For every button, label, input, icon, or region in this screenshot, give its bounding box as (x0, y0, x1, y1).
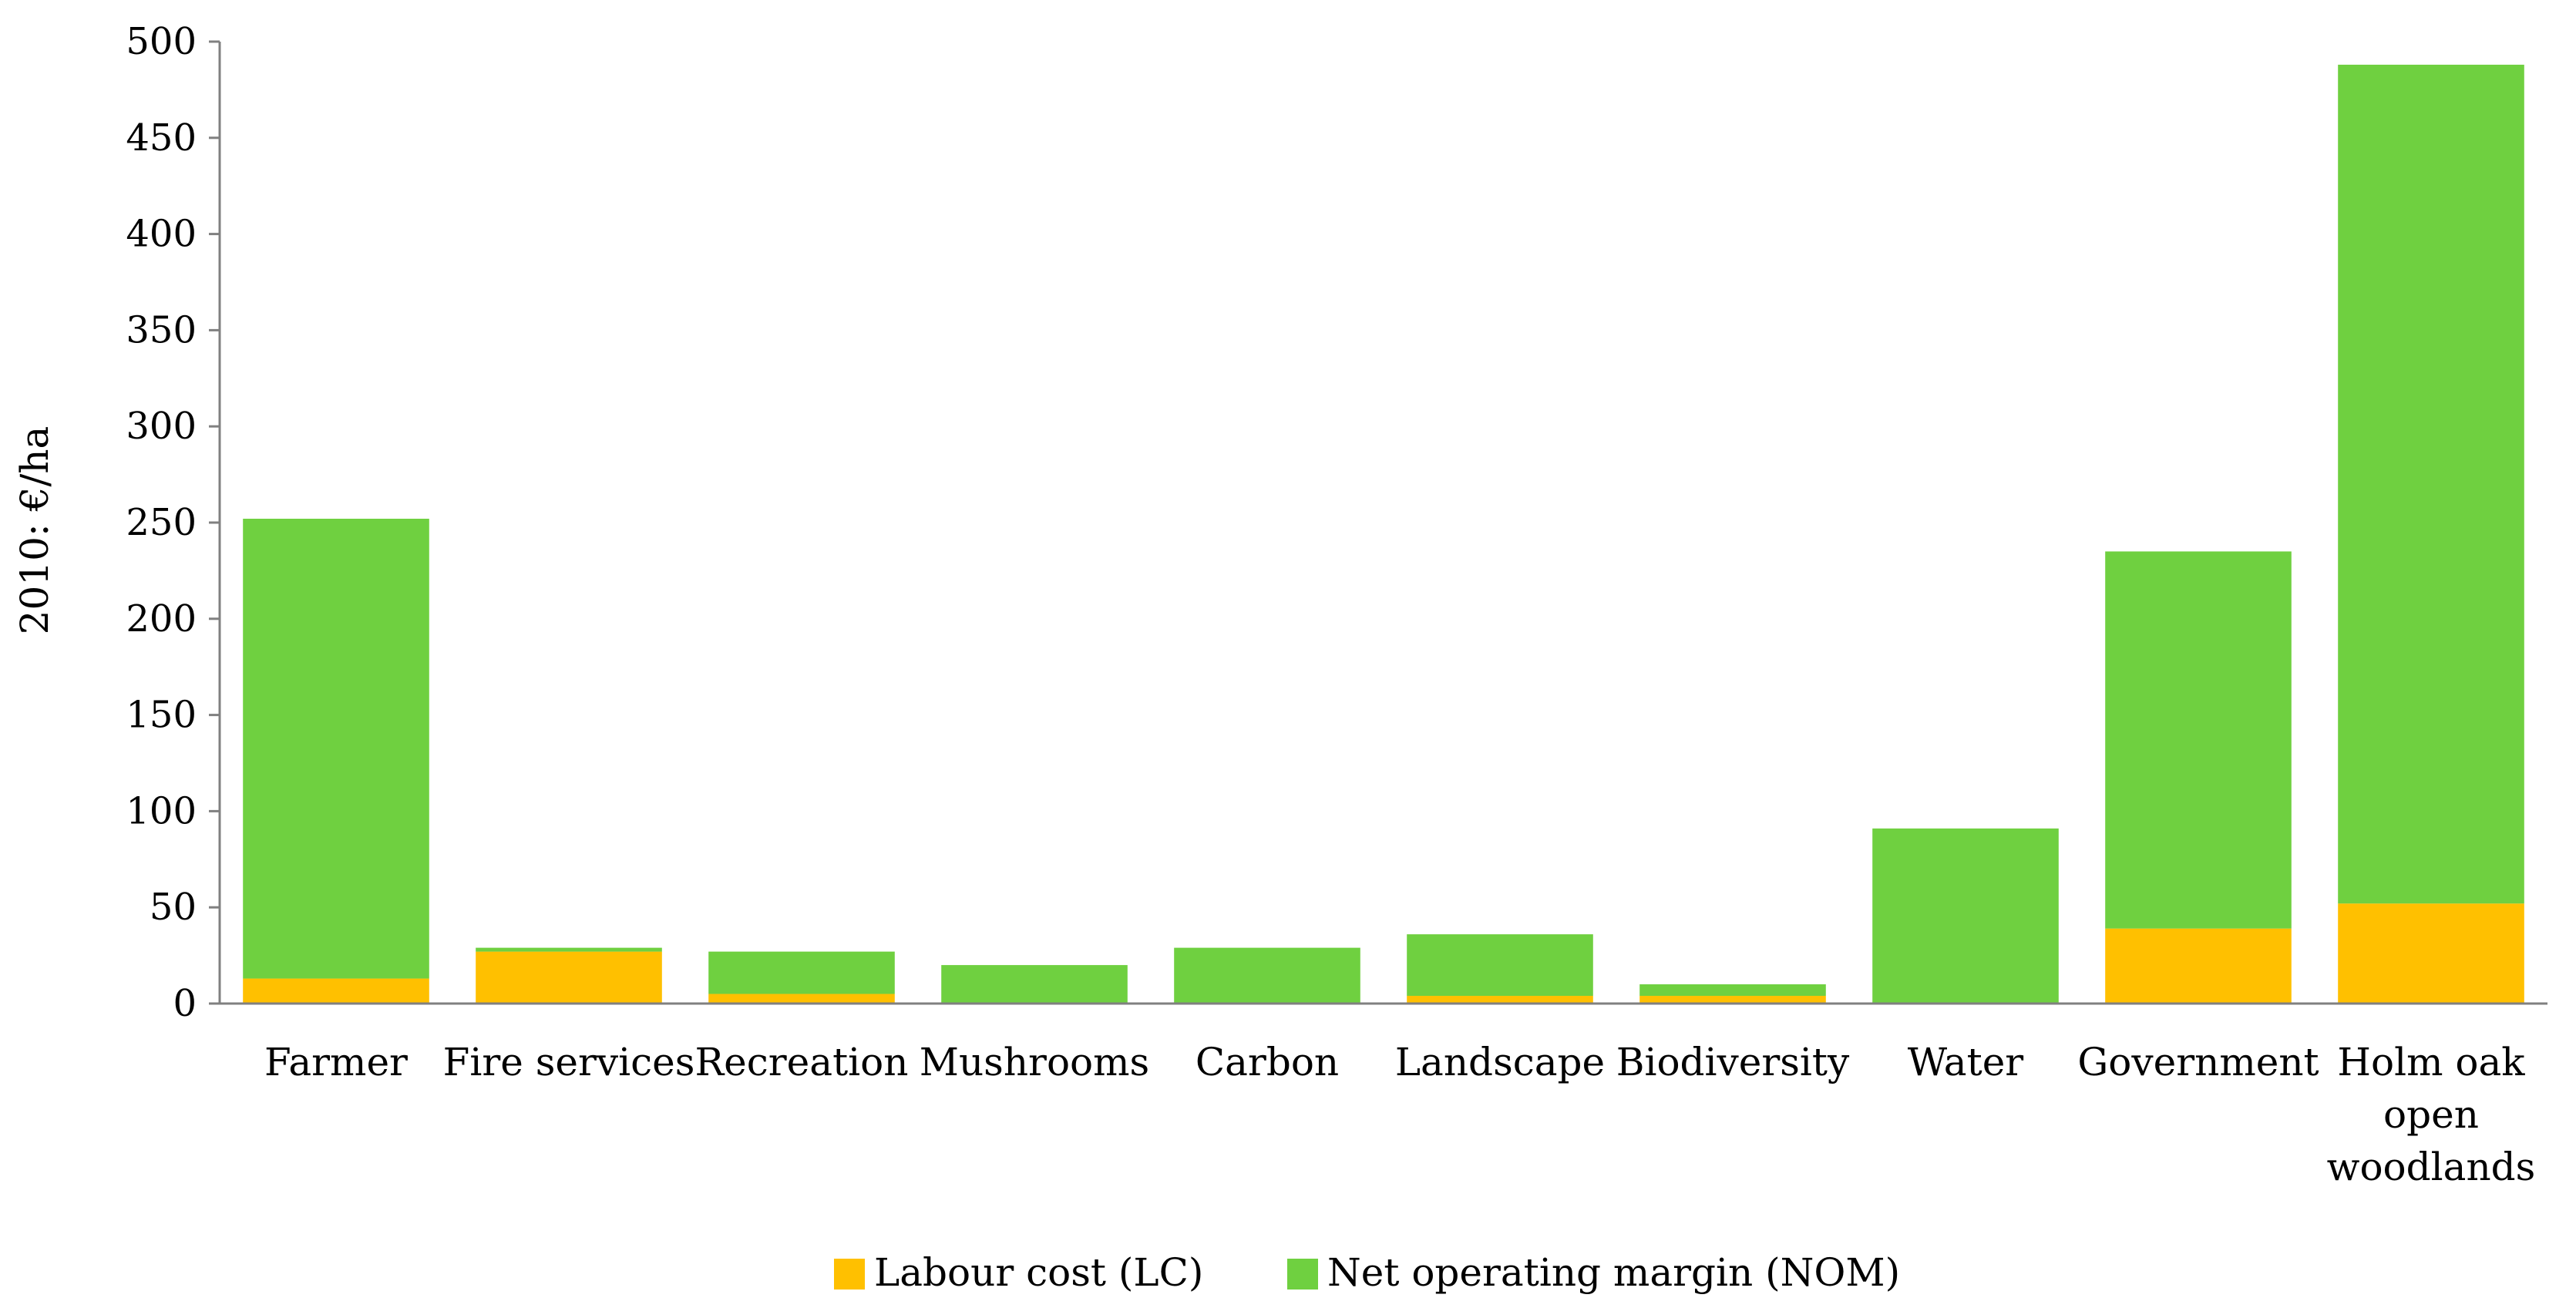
bar-segment-nom (1872, 828, 2059, 1004)
bar-segment-lc (243, 978, 429, 1004)
bar-segment-nom (476, 947, 662, 952)
bar-segment-nom (243, 519, 429, 979)
y-tick-label: 350 (126, 308, 197, 351)
y-tick-label: 50 (150, 886, 197, 929)
legend: Labour cost (LC) Net operating margin (NO… (834, 1250, 1900, 1295)
x-category-label: Farmer (264, 1040, 408, 1084)
x-category-label: Water (1908, 1040, 2024, 1084)
bar-segment-lc (2338, 903, 2524, 1004)
bar-segment-lc (1407, 996, 1593, 1004)
bar-segment-nom (2105, 551, 2292, 929)
legend-label: Net operating margin (NOM) (1327, 1250, 1900, 1295)
x-category-label: Landscape (1395, 1040, 1605, 1084)
y-tick-label: 150 (126, 694, 197, 737)
y-tick-label: 200 (126, 597, 197, 641)
x-category-label: Recreation (695, 1040, 909, 1084)
bar-segment-nom (1639, 984, 1826, 997)
y-tick-label: 400 (126, 213, 197, 256)
bar-segment-nom (941, 965, 1128, 1004)
bar-segment-nom (1407, 934, 1593, 997)
x-category-label: Mushrooms (920, 1040, 1149, 1084)
y-tick-label: 0 (173, 982, 197, 1025)
bar-segment-lc (1639, 996, 1826, 1004)
bar-segment-lc (708, 994, 895, 1004)
bar-segment-lc (476, 951, 662, 1004)
x-category-label: Holm oak open woodlands (2327, 1040, 2536, 1189)
y-tick-label: 300 (126, 405, 197, 448)
x-category-label: Biodiversity (1616, 1040, 1850, 1084)
y-tick-label: 250 (126, 501, 197, 544)
x-axis-category-labels: Farmer Fire services Recreation Mushrooms Ca… (264, 1040, 2535, 1189)
x-category-label: Carbon (1196, 1040, 1339, 1084)
bar-segment-nom (1174, 947, 1360, 1004)
x-category-label: Government (2077, 1040, 2319, 1084)
bar-segment-nom (708, 951, 895, 994)
bar-segment-nom (2338, 64, 2524, 904)
y-axis-ticks: 0 50 100 150 200 250 300 350 400 450 500 (126, 20, 220, 1025)
y-axis-title: 2010: €/ha (12, 426, 57, 635)
y-tick-label: 500 (126, 20, 197, 63)
legend-swatch (834, 1259, 865, 1290)
bar-segment-lc (2105, 928, 2292, 1004)
legend-swatch (1287, 1259, 1318, 1290)
y-tick-label: 450 (126, 116, 197, 160)
bars (243, 64, 2524, 1004)
y-tick-label: 100 (126, 789, 197, 832)
legend-label: Labour cost (LC) (874, 1250, 1203, 1295)
x-category-label: Fire services (443, 1040, 695, 1084)
